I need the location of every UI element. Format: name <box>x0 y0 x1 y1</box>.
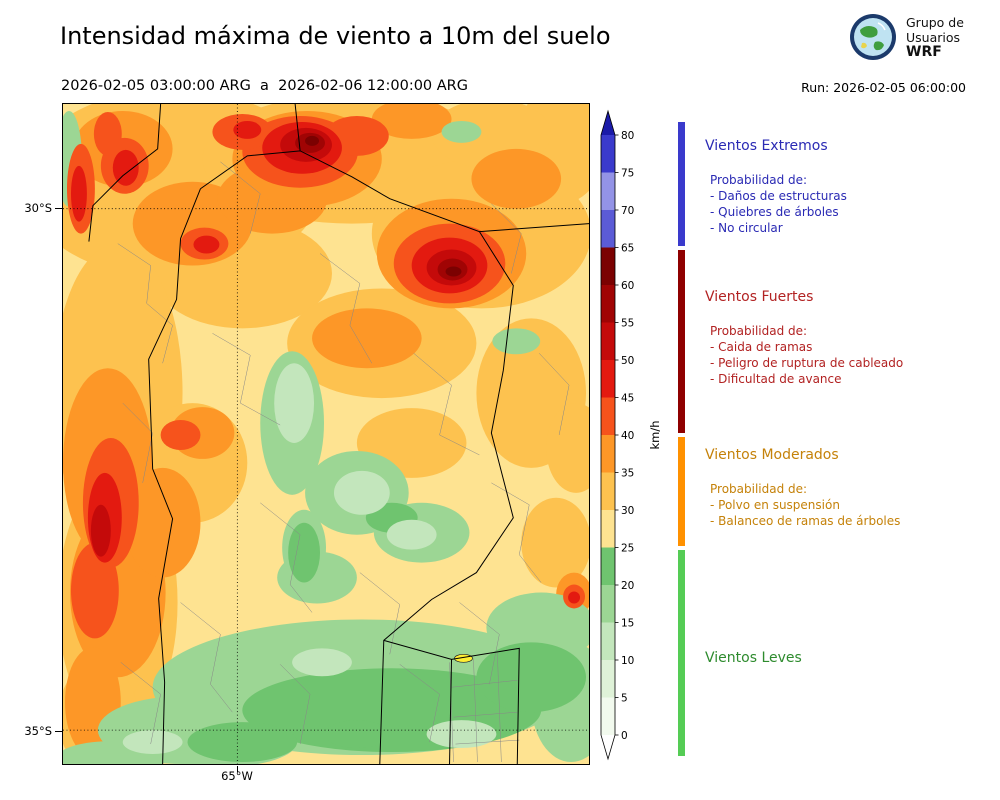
prob-title: Probabilidad de: <box>710 482 808 496</box>
axis-tick-30s <box>55 208 62 209</box>
prob-title: Probabilidad de: <box>710 173 808 187</box>
svg-text:80: 80 <box>621 130 634 142</box>
legend-probs-extremos: Probabilidad de: - Daños de estructuras -… <box>710 172 990 236</box>
contour-level-10 <box>122 363 497 755</box>
prob-items: - Caida de ramas - Peligro de ruptura de … <box>710 340 904 386</box>
lat-label-30s: 30°S <box>24 201 52 215</box>
legend-probs-fuertes: Probabilidad de: - Caida de ramas - Pelig… <box>710 323 990 387</box>
svg-text:10: 10 <box>621 655 634 667</box>
province-borders <box>88 104 589 764</box>
wind-intensity-contours <box>63 104 589 764</box>
legend-category-extremos: Vientos Extremos Probabilidad de: - Daño… <box>705 138 990 236</box>
wrf-logo: Grupo de Usuarios WRF <box>848 12 964 62</box>
svg-text:15: 15 <box>621 617 634 629</box>
legend-category-leves: Vientos Leves <box>705 650 990 666</box>
svg-text:65: 65 <box>621 242 634 254</box>
svg-text:60: 60 <box>621 280 634 292</box>
legend-title-moderados: Vientos Moderados <box>705 447 839 463</box>
legend-category-fuertes: Vientos Fuertes Probabilidad de: - Caida… <box>705 289 990 387</box>
axis-tick-65w <box>237 766 238 772</box>
wind-map <box>62 103 590 765</box>
lat-label-35s: 35°S <box>24 724 52 738</box>
legend-title-fuertes: Vientos Fuertes <box>705 289 814 305</box>
svg-text:20: 20 <box>621 580 634 592</box>
svg-text:45: 45 <box>621 392 634 404</box>
logo-line: Grupo de <box>906 14 964 30</box>
department-borders <box>117 161 570 763</box>
category-bar <box>678 103 685 765</box>
contour-level-60 <box>305 135 462 277</box>
svg-text:35: 35 <box>621 467 634 479</box>
legend: Vientos Extremos Probabilidad de: - Daño… <box>705 0 990 800</box>
svg-text:25: 25 <box>621 542 634 554</box>
svg-text:50: 50 <box>621 355 634 367</box>
prob-items: - Daños de estructuras - Quiebres de árbo… <box>710 189 847 235</box>
run-label: Run: 2026-02-05 06:00:00 <box>801 80 966 95</box>
legend-category-moderados: Vientos Moderados Probabilidad de: - Pol… <box>705 447 990 529</box>
globe-icon <box>850 14 896 60</box>
legend-probs-moderados: Probabilidad de: - Polvo en suspensión - … <box>710 481 990 529</box>
lon-label-65w: 65°W <box>221 769 253 783</box>
colorbar: 0 5 10 15 20 25 30 35 40 45 50 55 60 65 70 75 80 <box>600 109 634 761</box>
colorbar-unit-label: km/h <box>648 420 662 450</box>
svg-text:5: 5 <box>621 692 628 704</box>
axis-tick-35s <box>55 731 62 732</box>
page-title: Intensidad máxima de viento a 10m del su… <box>60 22 611 50</box>
svg-text:40: 40 <box>621 430 634 442</box>
prob-items: - Polvo en suspensión - Balanceo de ramas… <box>710 498 901 528</box>
svg-text:70: 70 <box>621 205 634 217</box>
svg-text:75: 75 <box>621 167 634 179</box>
prob-title: Probabilidad de: <box>710 324 808 338</box>
legend-title-leves: Vientos Leves <box>705 650 802 666</box>
valid-period: 2026-02-05 03:00:00 ARG a 2026-02-06 12:… <box>61 78 468 94</box>
svg-text:55: 55 <box>621 317 634 329</box>
legend-title-extremos: Vientos Extremos <box>705 138 828 154</box>
logo-line-wrf: WRF <box>906 43 942 60</box>
graticule <box>63 104 589 764</box>
logo-text: Grupo de Usuarios WRF <box>906 15 964 60</box>
svg-text:0: 0 <box>621 730 628 742</box>
logo-line: Usuarios <box>906 29 961 45</box>
svg-text:30: 30 <box>621 505 634 517</box>
